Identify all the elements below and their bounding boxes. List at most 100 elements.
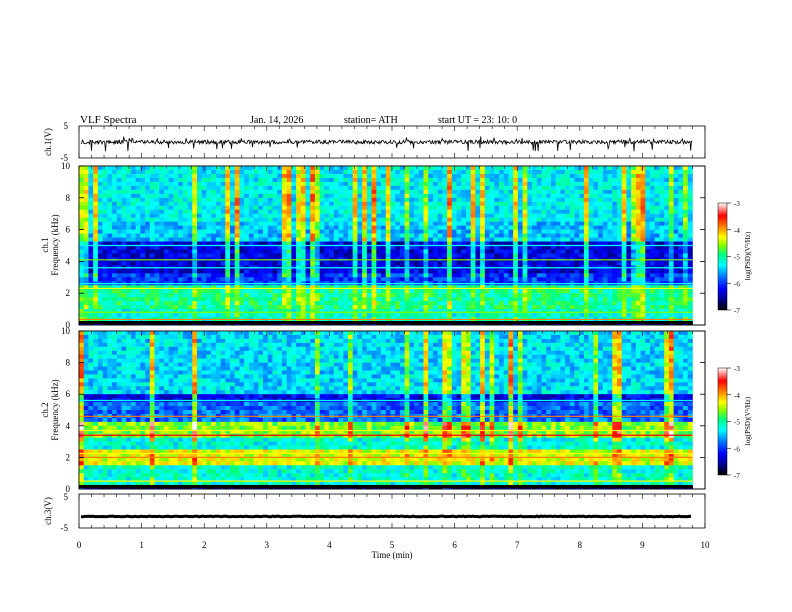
spectrogram-cell xyxy=(687,166,693,171)
spectrogram-cell xyxy=(451,233,457,238)
spectrogram-cell xyxy=(532,289,538,294)
spectrogram-cell xyxy=(461,297,467,302)
spectrogram-cell xyxy=(319,193,325,199)
spectrogram-cell xyxy=(626,166,632,171)
spectrogram-cell xyxy=(371,189,377,195)
station-label: station= ATH xyxy=(344,115,398,126)
spectrogram-cell xyxy=(541,197,547,203)
spectrogram-cell xyxy=(381,169,387,175)
spectrogram-cell xyxy=(296,229,302,234)
spectrogram-cell xyxy=(258,289,264,294)
spectrogram-cell xyxy=(272,193,278,199)
spectrogram-cell xyxy=(569,173,575,179)
spectrogram-cell xyxy=(631,177,637,183)
spectrogram-cell xyxy=(362,225,368,230)
spectrogram-cell xyxy=(484,301,490,306)
spectrogram-cell xyxy=(305,166,311,171)
spectrogram-cell xyxy=(102,205,108,211)
spectrogram-cell xyxy=(451,301,457,306)
spectrogram-cell xyxy=(112,273,118,278)
spectrogram-cell xyxy=(168,289,174,294)
spectrogram-cell xyxy=(645,237,651,242)
spectrogram-cell xyxy=(286,237,292,242)
spectrogram-cell xyxy=(121,273,127,278)
spectrogram-cell xyxy=(149,213,155,218)
spectrogram-cell xyxy=(527,205,533,211)
spectrogram-cell xyxy=(631,213,637,218)
spectrogram-cell xyxy=(277,297,283,302)
spectrogram-cell xyxy=(645,253,651,258)
spectrogram-cell xyxy=(607,237,613,242)
spectrogram-cell xyxy=(668,209,674,214)
spectrogram-cell xyxy=(456,201,462,207)
spectrogram-cell xyxy=(423,289,429,294)
spectrogram-cell xyxy=(508,173,514,179)
spectrogram-cell xyxy=(432,189,438,195)
spectrogram-cell xyxy=(399,221,405,226)
spectrogram-cell xyxy=(574,197,580,203)
spectrogram-cell xyxy=(206,181,212,187)
spectrogram-cell xyxy=(428,197,434,203)
spectrogram-cell xyxy=(112,253,118,258)
spectrogram-cell xyxy=(508,189,514,195)
spectrogram-cell xyxy=(112,225,118,230)
spectrogram-cell xyxy=(93,205,99,211)
spectrogram-cell xyxy=(645,189,651,195)
spectrogram-cell xyxy=(555,169,561,175)
spectrogram-cell xyxy=(357,241,363,246)
spectrogram-cell xyxy=(536,169,542,175)
spectrogram-cell xyxy=(395,173,401,179)
spectrogram-cell xyxy=(168,249,174,254)
spectrogram-cell xyxy=(451,277,457,282)
spectrogram-cell xyxy=(102,245,108,250)
spectrogram-cell xyxy=(206,301,212,306)
spectrogram-cell xyxy=(291,289,297,294)
spectrogram-cell xyxy=(97,273,103,278)
spectrogram-cell xyxy=(560,181,566,187)
spectrogram-cell xyxy=(668,277,674,282)
spectrogram-cell xyxy=(536,189,542,195)
spectrogram-cell xyxy=(154,217,160,222)
spectrogram-cell xyxy=(475,181,481,187)
spectrogram-cell xyxy=(376,229,382,234)
spectrogram-cell xyxy=(536,193,542,199)
spectrogram-cell xyxy=(159,205,165,211)
spectrogram-cell xyxy=(286,249,292,254)
spectrogram-cell xyxy=(593,305,599,310)
spectrogram-cell xyxy=(338,313,344,318)
spectrogram-cell xyxy=(263,173,269,179)
spectrogram-cell xyxy=(220,241,226,246)
spectrogram-cell xyxy=(437,297,443,302)
spectrogram-cell xyxy=(201,169,207,175)
spectrogram-cell xyxy=(234,197,240,203)
spectrogram-cell xyxy=(536,245,542,250)
spectrogram-cell xyxy=(621,169,627,175)
spectrogram-cell xyxy=(244,241,250,246)
spectrogram-cell xyxy=(465,181,471,187)
spectrogram-cell xyxy=(371,305,377,310)
spectrogram-cell xyxy=(196,297,202,302)
spectrogram-cell xyxy=(673,297,679,302)
spectrogram-cell xyxy=(366,237,372,242)
spectrogram-cell xyxy=(173,181,179,187)
spectrogram-cell xyxy=(598,289,604,294)
spectrogram-cell xyxy=(163,201,169,207)
spectrogram-cell xyxy=(650,297,656,302)
spectrogram-cell xyxy=(541,221,547,226)
spectrogram-cell xyxy=(640,297,646,302)
spectrogram-cell xyxy=(192,305,198,310)
spectrogram-cell xyxy=(418,273,424,278)
spectrogram-cell xyxy=(640,166,646,171)
spectrogram-cell xyxy=(442,213,448,218)
spectrogram-cell xyxy=(470,201,476,207)
spectrogram-cell xyxy=(182,309,188,314)
spectrogram-cell xyxy=(352,241,358,246)
spectrogram-cell xyxy=(574,301,580,306)
spectrogram-cell xyxy=(300,309,306,314)
spectrogram-cell xyxy=(220,285,226,290)
spectrogram-cell xyxy=(664,197,670,203)
spectrogram-cell xyxy=(470,205,476,211)
spectrogram-cell xyxy=(541,309,547,314)
spectrogram-cell xyxy=(555,205,561,211)
spectrogram-cell xyxy=(626,173,632,179)
